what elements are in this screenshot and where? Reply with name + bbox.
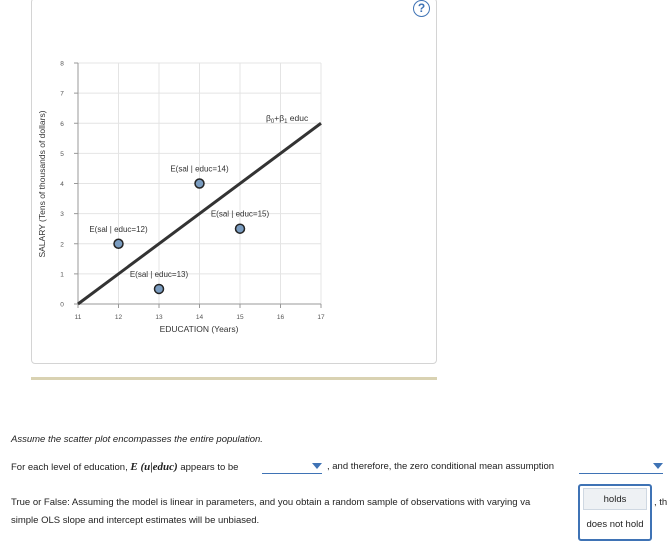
y-tick-label: 7 (60, 91, 64, 98)
question-1-middle: appears to be (177, 462, 239, 473)
y-axis-label: SALARY (Tens of thousands of dollars) (37, 110, 47, 257)
x-tick-label: 14 (196, 314, 204, 321)
chevron-down-icon (312, 463, 322, 469)
grid (77, 62, 322, 305)
chevron-down-icon (653, 463, 663, 469)
question-1-text: For each level of education, E (u|educ) … (11, 461, 238, 473)
conditional-expectation: E (u|educ) (130, 461, 178, 473)
y-tick-label: 2 (60, 241, 64, 248)
x-tick-label: 15 (236, 314, 244, 321)
data-point (234, 223, 246, 234)
y-tick-label: 8 (60, 61, 64, 68)
regression-line (77, 122, 322, 306)
axes (74, 62, 322, 308)
data-point-label: E(sal | educ=12) (89, 225, 148, 234)
dropdown-menu: holds does not hold (578, 484, 652, 541)
graph-card (31, 0, 437, 364)
y-tick-label: 3 (60, 211, 64, 218)
menu-option-holds[interactable]: holds (583, 488, 647, 510)
help-button[interactable]: ? (413, 0, 430, 17)
y-tick-label: 6 (60, 121, 64, 128)
y-tick-label: 5 (60, 151, 64, 158)
x-tick-label: 13 (155, 314, 163, 321)
menu-option-does-not-hold[interactable]: does not hold (586, 519, 644, 530)
question-1-suffix: , and therefore, the zero conditional me… (327, 461, 555, 472)
x-tick-label: 11 (75, 314, 82, 321)
x-tick-label: 16 (277, 314, 285, 321)
data-point (113, 238, 124, 249)
question-intro: Assume the scatter plot encompasses the … (11, 434, 263, 445)
question-2-tail: , th (654, 497, 667, 508)
question-2-line-1: True or False: Assuming the model is lin… (11, 497, 531, 508)
data-point-label: E(sal | educ=14) (170, 165, 229, 174)
regression-line-label: β0+β1 educ (266, 113, 309, 125)
y-tick-label: 4 (60, 181, 64, 188)
question-1-prefix: For each level of education, (11, 462, 131, 473)
section-divider (31, 377, 437, 380)
dropdown-appears-to-be[interactable] (262, 461, 322, 474)
y-tick-label: 0 (60, 302, 64, 309)
data-point (194, 178, 205, 189)
data-point-label: E(sal | educ=15) (211, 210, 270, 219)
dropdown-assumption[interactable] (579, 461, 663, 474)
x-tick-label: 12 (115, 314, 123, 321)
data-point-label: E(sal | educ=13) (130, 270, 189, 279)
x-tick-label: 17 (317, 314, 325, 321)
question-2-line-2: simple OLS slope and intercept estimates… (11, 515, 260, 526)
series: E(sal | educ=12) E(sal | educ=13) E(sal | … (77, 122, 322, 306)
x-axis-label: EDUCATION (Years) (160, 324, 239, 334)
y-tick-label: 1 (60, 271, 64, 278)
data-point (153, 283, 165, 295)
